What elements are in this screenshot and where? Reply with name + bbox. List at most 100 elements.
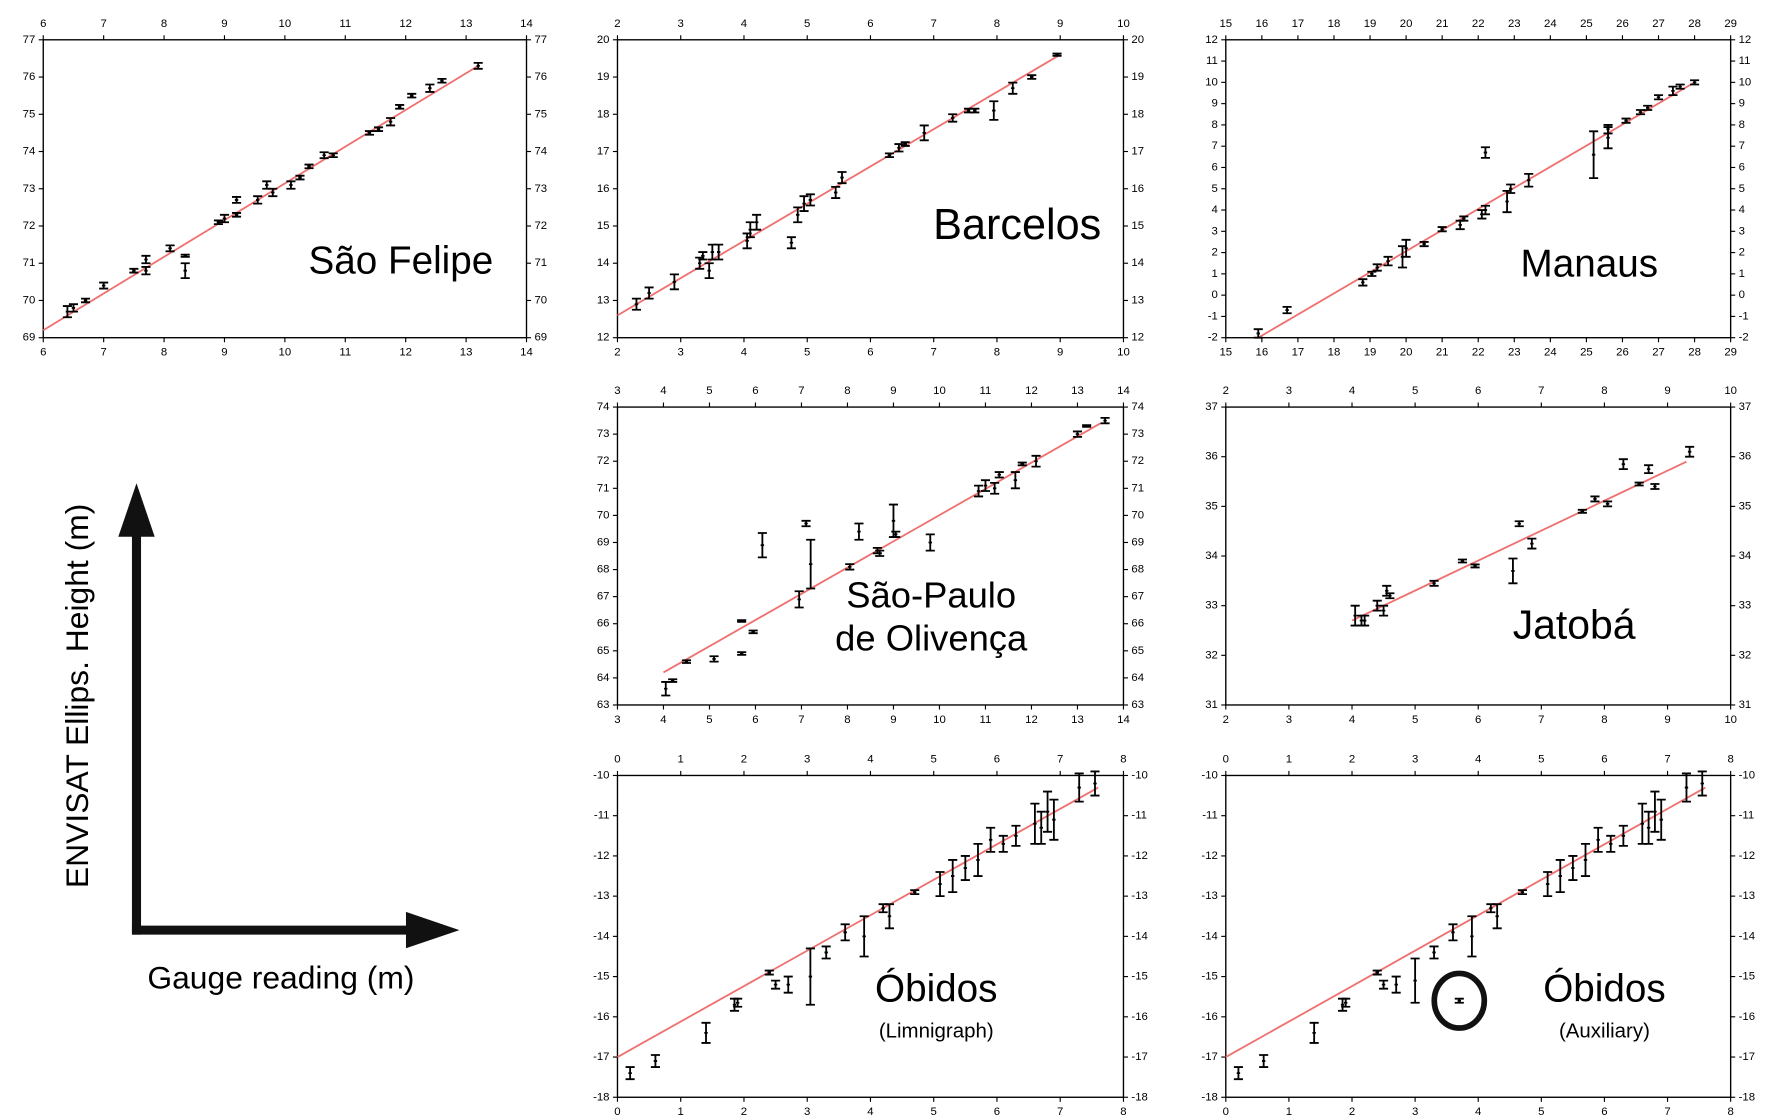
x-tick-label: 22 xyxy=(1472,346,1485,358)
x-tick-label: 6 xyxy=(752,714,758,726)
error-bar xyxy=(709,655,719,663)
x-tick-label: 8 xyxy=(1601,385,1607,397)
error-bar xyxy=(407,92,417,99)
x-tick-label: 5 xyxy=(706,714,712,726)
error-bar xyxy=(1017,461,1027,467)
y-tick-label: -11 xyxy=(1131,810,1147,822)
x-tick-label: 9 xyxy=(890,714,896,726)
error-bar xyxy=(1010,471,1020,490)
y-tick-label: -16 xyxy=(1131,1011,1147,1023)
error-bar xyxy=(141,254,151,265)
x-tick-label: 5 xyxy=(1412,714,1418,726)
plot-frame xyxy=(616,39,1125,339)
error-bar xyxy=(1467,915,1477,958)
error-bar xyxy=(1391,975,1401,994)
error-bar xyxy=(386,117,396,127)
y-tick-label: 11 xyxy=(1739,55,1751,67)
error-bar xyxy=(737,651,747,656)
error-bar xyxy=(1470,563,1480,569)
x-tick-label: 8 xyxy=(844,714,850,726)
x-tick-label: 12 xyxy=(399,18,412,30)
y-tick-label: -14 xyxy=(1131,930,1147,942)
y-tick-label: 32 xyxy=(1205,649,1218,661)
y-tick-label: -12 xyxy=(1131,850,1147,862)
x-tick-label: 6 xyxy=(1601,754,1607,766)
x-tick-label: 25 xyxy=(1580,18,1593,30)
y-tick-label: -15 xyxy=(1201,971,1217,983)
x-tick-label: 2 xyxy=(741,1106,747,1118)
x-tick-label: 3 xyxy=(804,754,810,766)
x-tick-label: 4 xyxy=(1475,754,1481,766)
station-name: Barcelos xyxy=(933,201,1101,249)
error-bar xyxy=(373,126,384,132)
error-bar xyxy=(821,945,831,960)
y-tick-label: 70 xyxy=(534,294,547,306)
error-bar xyxy=(1635,109,1646,116)
y-tick-label: 34 xyxy=(1205,550,1218,562)
y-tick-label: -18 xyxy=(1201,1091,1217,1103)
x-tick-label: 18 xyxy=(1328,346,1341,358)
error-bar xyxy=(1644,464,1654,475)
error-bar xyxy=(786,236,796,250)
x-tick-label: 26 xyxy=(1616,346,1629,358)
error-bar xyxy=(1681,772,1692,803)
error-bar xyxy=(919,124,929,142)
error-bar xyxy=(1385,592,1395,600)
station-name: São-Paulo xyxy=(846,574,1016,615)
error-bar xyxy=(129,267,139,274)
x-tick-label: 13 xyxy=(460,18,473,30)
x-tick-label: 2 xyxy=(1223,385,1229,397)
y-tick-label: -15 xyxy=(1739,971,1755,983)
error-bar xyxy=(1372,599,1382,612)
error-bar xyxy=(319,151,329,160)
error-bar xyxy=(733,997,743,1008)
y-tick-label: -10 xyxy=(1201,769,1217,781)
error-bar xyxy=(1379,979,1389,990)
error-bar xyxy=(925,533,935,552)
y-tick-label: 3 xyxy=(1212,225,1218,237)
x-tick-label: 0 xyxy=(614,754,620,766)
error-bar xyxy=(1690,79,1700,86)
error-bar xyxy=(304,163,314,170)
error-bar xyxy=(661,681,671,697)
error-bar xyxy=(742,232,752,250)
x-tick-label: 10 xyxy=(933,714,946,726)
error-bar xyxy=(948,113,958,123)
x-tick-label: 4 xyxy=(1349,714,1355,726)
station-name: Óbidos xyxy=(875,967,997,1010)
x-tick-label: 25 xyxy=(1580,346,1593,358)
fit-line xyxy=(1351,460,1687,622)
error-bar xyxy=(970,107,980,114)
error-bar xyxy=(1644,810,1654,845)
x-tick-label: 29 xyxy=(1724,18,1737,30)
x-tick-label: 7 xyxy=(1057,1106,1063,1118)
y-tick-label: -2 xyxy=(1208,332,1218,344)
x-tick-label: 10 xyxy=(279,346,292,358)
error-bar xyxy=(1382,584,1392,597)
y-tick-label: 76 xyxy=(23,71,36,83)
error-bar xyxy=(1401,238,1411,258)
error-bar xyxy=(180,253,190,258)
error-bar xyxy=(62,305,72,319)
x-tick-label: 7 xyxy=(100,18,106,30)
x-tick-label: 10 xyxy=(1724,385,1737,397)
x-tick-label: 19 xyxy=(1364,18,1377,30)
error-bar xyxy=(1090,770,1100,797)
y-tick-label: 19 xyxy=(1131,71,1144,83)
y-tick-label: 65 xyxy=(1131,645,1144,657)
y-tick-label: 65 xyxy=(597,645,610,657)
x-tick-label: 10 xyxy=(933,385,946,397)
error-bar xyxy=(1459,215,1469,222)
y-tick-label: 12 xyxy=(1131,332,1144,344)
x-tick-label: 8 xyxy=(1727,1106,1733,1118)
error-bar xyxy=(935,871,945,898)
y-tick-label: 1 xyxy=(1739,268,1745,280)
y-tick-label: 15 xyxy=(1131,220,1144,232)
error-bar xyxy=(845,563,855,571)
error-bar xyxy=(253,195,263,205)
y-tick-label: 63 xyxy=(597,699,610,711)
y-tick-label: 10 xyxy=(1739,76,1752,88)
error-bar xyxy=(1455,219,1465,231)
